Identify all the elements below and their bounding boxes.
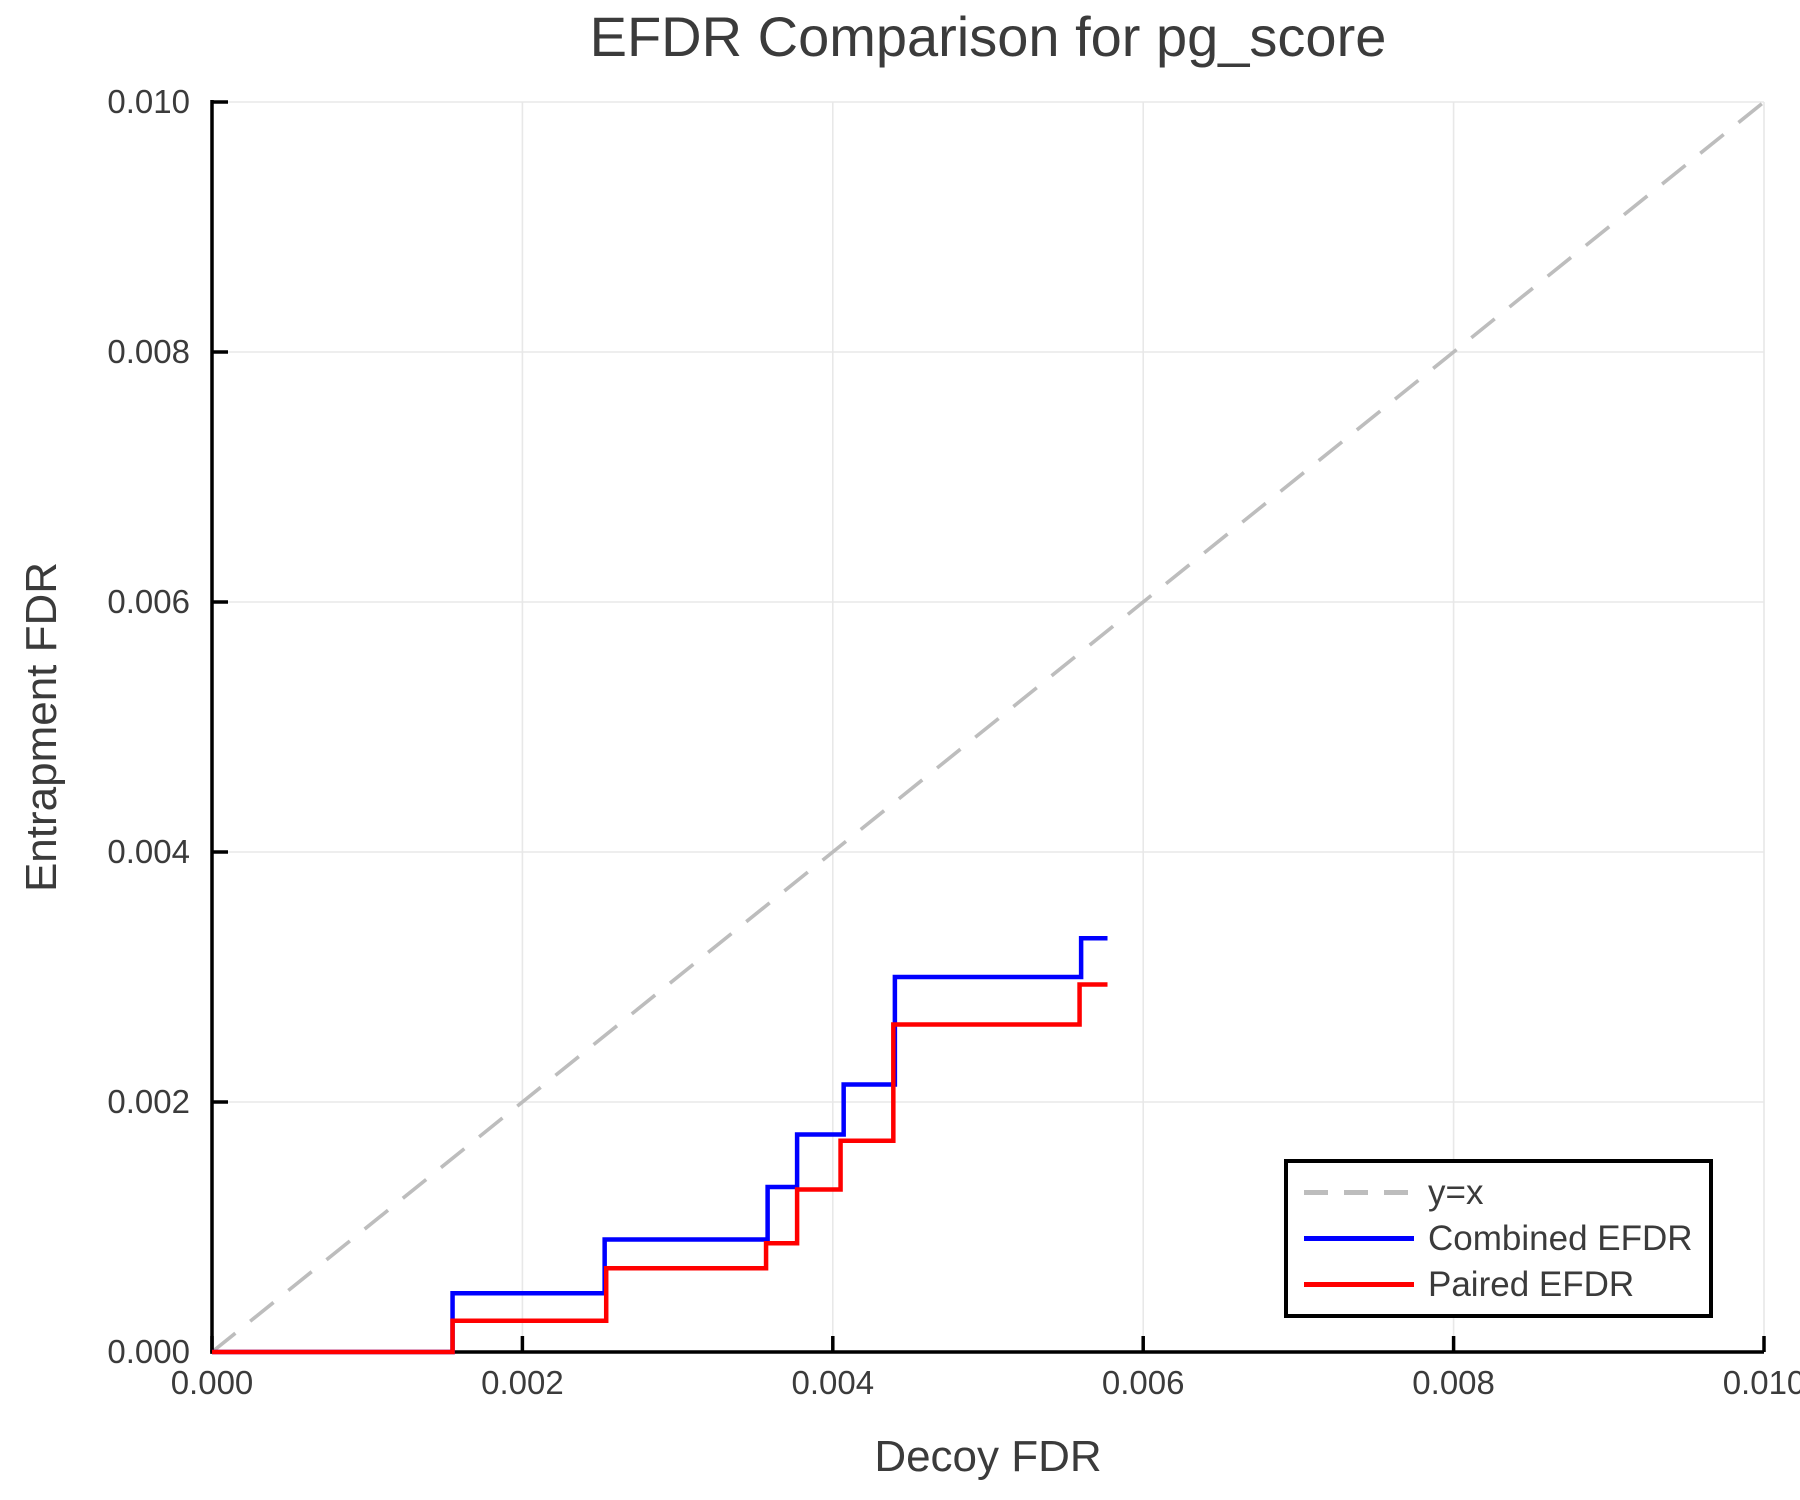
legend-row-paired: Paired EFDR	[1304, 1264, 1709, 1304]
x-tick-label-0: 0.000	[170, 1364, 254, 1401]
legend-row-combined: Combined EFDR	[1304, 1219, 1709, 1259]
x-tick-label-4: 0.008	[1412, 1364, 1495, 1401]
y-tick-label-0: 0.000	[107, 1333, 190, 1370]
legend-label-paired: Paired EFDR	[1428, 1264, 1635, 1304]
legend: y=x Combined EFDR Paired EFDR	[1284, 1159, 1713, 1318]
y-tick-label-3: 0.006	[107, 583, 190, 620]
paired-line-sample	[1304, 1281, 1414, 1287]
legend-label-combined: Combined EFDR	[1428, 1219, 1693, 1258]
x-tick-label-1: 0.002	[481, 1364, 564, 1401]
y-tick-label-2: 0.004	[107, 833, 190, 870]
dashed-line-sample	[1304, 1190, 1414, 1196]
x-tick-label-5: 0.010	[1722, 1364, 1800, 1401]
series-line-combined-efdr	[212, 936, 1108, 1355]
legend-label-reference: y=x	[1428, 1173, 1484, 1213]
legend-row-reference: y=x	[1304, 1173, 1709, 1213]
x-tick-label-2: 0.004	[791, 1364, 875, 1401]
combined-line-sample	[1304, 1236, 1414, 1241]
y-axis-title: Entrapment FDR	[17, 561, 66, 893]
y-tick-label-1: 0.002	[107, 1083, 190, 1120]
y-tick-label-4: 0.008	[107, 333, 190, 370]
chart-title: EFDR Comparison for pg_score	[589, 5, 1387, 68]
series-line-paired-efdr	[212, 982, 1108, 1355]
y-tick-label-5: 0.010	[107, 83, 190, 120]
x-tick-label-3: 0.006	[1101, 1364, 1185, 1401]
reference-line-y-equals-x	[210, 100, 1766, 1354]
x-axis-title: Decoy FDR	[874, 1432, 1102, 1481]
